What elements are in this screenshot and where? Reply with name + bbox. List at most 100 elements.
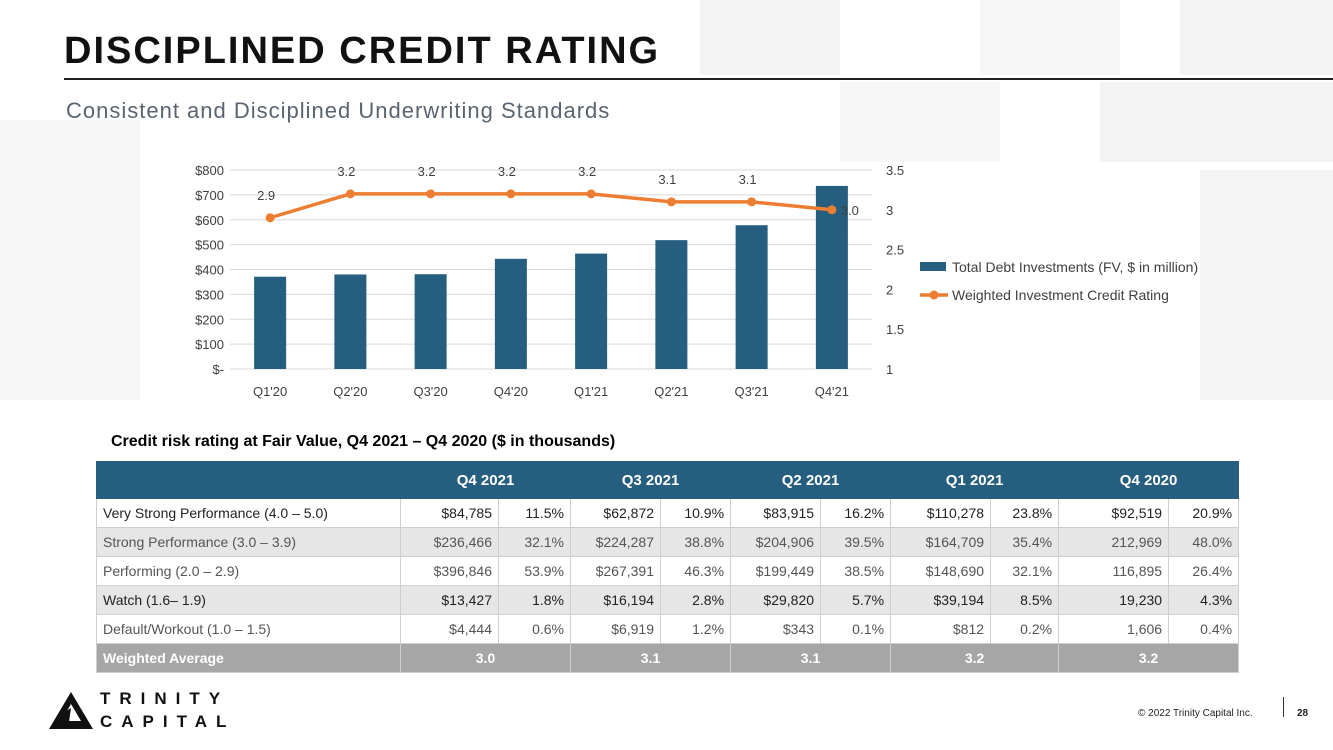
logo-text-line2: CAPITAL	[100, 712, 236, 731]
line-data-label: 2.9	[257, 188, 275, 203]
percent-cell: 26.4%	[1168, 556, 1240, 586]
line-point	[747, 197, 757, 207]
fair-value-cell: 212,969	[1058, 527, 1170, 557]
percent-cell: 1.8%	[497, 585, 572, 615]
line-data-label: 3.0	[841, 203, 859, 218]
fair-value-cell: $199,449	[730, 556, 822, 586]
percent-cell: 39.5%	[820, 527, 892, 557]
line-data-label: 3.2	[578, 164, 596, 179]
left-axis-tick-label: $500	[195, 238, 224, 253]
fair-value-cell: $13,427	[400, 585, 499, 615]
fair-value-cell: 116,895	[1058, 556, 1170, 586]
trinity-logo-icon	[49, 692, 93, 729]
weighted-average-cell: 3.0	[399, 643, 572, 673]
left-axis-tick-label: $600	[195, 213, 224, 228]
line-data-label: 3.2	[337, 164, 355, 179]
fair-value-cell: 19,230	[1058, 585, 1170, 615]
combo-chart: $- $100 $200 $300 $400 $500 $600 $700 $800 1 1.5 2…	[195, 163, 1198, 399]
footer-divider	[1283, 697, 1284, 717]
right-axis-ticks: 1 1.5 2 2.5 3 3.5	[886, 163, 904, 377]
percent-cell: 16.2%	[820, 498, 892, 528]
percent-cell: 1.2%	[660, 614, 732, 644]
bar	[254, 276, 287, 369]
bar	[334, 274, 367, 369]
line-point	[827, 205, 837, 215]
table-row: Performing (2.0 – 2.9) $396,846 53.9% $267,…	[96, 556, 1240, 586]
percent-cell: 35.4%	[990, 527, 1060, 557]
x-axis-tick-label: Q4'21	[815, 384, 849, 399]
bar-data-label: $380	[336, 316, 365, 331]
fair-value-cell: $236,466	[400, 527, 499, 557]
page-number: 28	[1297, 708, 1309, 719]
background-tile	[980, 0, 1120, 75]
percent-cell: 10.9%	[660, 498, 732, 528]
bar-data-label: $464	[577, 305, 607, 320]
header-quarter: Q3 2021	[570, 461, 732, 499]
percent-cell: 0.4%	[1168, 614, 1240, 644]
row-label: Default/Workout (1.0 – 1.5)	[96, 614, 401, 644]
credit-risk-table: Q4 2021 Q3 2021 Q2 2021 Q1 2021 Q4 2020 …	[96, 461, 1240, 673]
fair-value-cell: $204,906	[730, 527, 822, 557]
x-axis-tick-label: Q3'20	[413, 384, 447, 399]
row-label: Watch (1.6– 1.9)	[96, 585, 401, 615]
bar-data-label: $371	[256, 317, 285, 332]
logo-text-line1: TRINITY	[100, 689, 230, 708]
table-row: Watch (1.6– 1.9) $13,427 1.8% $16,194 2.8% $2…	[96, 585, 1240, 615]
percent-cell: 32.1%	[990, 556, 1060, 586]
fair-value-cell: $4,444	[400, 614, 499, 644]
fair-value-cell: $343	[730, 614, 822, 644]
line-point	[345, 189, 355, 199]
left-axis-tick-label: $300	[195, 287, 224, 302]
bar-series: $371 $380 $381 $443 $464 $518 $578 $736	[254, 185, 848, 369]
fair-value-cell: $148,690	[890, 556, 992, 586]
bar-data-label: $443	[496, 308, 525, 323]
x-axis-tick-label: Q3'21	[734, 384, 768, 399]
x-axis-tick-label: Q1'20	[253, 384, 287, 399]
line-data-label: 3.2	[418, 164, 436, 179]
percent-cell: 0.6%	[497, 614, 572, 644]
bar	[735, 225, 768, 369]
legend-label: Weighted Investment Credit Rating	[952, 287, 1169, 303]
fair-value-cell: $224,287	[570, 527, 662, 557]
bar	[655, 240, 688, 369]
fair-value-cell: $6,919	[570, 614, 662, 644]
legend-label: Total Debt Investments (FV, $ in million…	[952, 259, 1198, 275]
background-tile	[1200, 170, 1333, 400]
percent-cell: 2.8%	[660, 585, 732, 615]
fair-value-cell: $29,820	[730, 585, 822, 615]
percent-cell: 48.0%	[1168, 527, 1240, 557]
fair-value-cell: $110,278	[890, 498, 992, 528]
percent-cell: 23.8%	[990, 498, 1060, 528]
line-data-label: 3.1	[658, 172, 676, 187]
percent-cell: 0.2%	[990, 614, 1060, 644]
row-label: Performing (2.0 – 2.9)	[96, 556, 401, 586]
fair-value-cell: $164,709	[890, 527, 992, 557]
line-series: 2.9 3.2 3.2 3.2 3.2 3.1 3.1 3.0	[257, 164, 859, 223]
background-tile	[1100, 82, 1333, 162]
line-point	[506, 189, 516, 199]
left-axis-tick-label: $200	[195, 312, 224, 327]
x-axis-ticks: Q1'20 Q2'20 Q3'20 Q4'20 Q1'21 Q2'21 Q3'21 Q4'21	[253, 384, 849, 399]
percent-cell: 32.1%	[497, 527, 572, 557]
header-quarter: Q1 2021	[890, 461, 1060, 499]
line-point	[666, 197, 676, 207]
header-quarter: Q4 2021	[399, 461, 572, 499]
weighted-average-cell: 3.1	[730, 643, 892, 673]
left-axis-tick-label: $800	[195, 163, 224, 178]
right-axis-tick-label: 3.5	[886, 163, 904, 178]
page-title: DISCIPLINED CREDIT RATING	[64, 30, 661, 72]
header-quarter: Q2 2021	[730, 461, 892, 499]
fair-value-cell: $267,391	[570, 556, 662, 586]
legend-line-marker	[929, 290, 939, 300]
title-divider	[64, 78, 1333, 80]
fair-value-cell: $396,846	[400, 556, 499, 586]
right-axis-tick-label: 1	[886, 362, 893, 377]
table-row: Strong Performance (3.0 – 3.9) $236,466 32…	[96, 527, 1240, 557]
fair-value-cell: $39,194	[890, 585, 992, 615]
weighted-average-row: Weighted Average 3.0 3.1 3.1 3.2 3.2	[96, 643, 1240, 673]
right-axis-tick-label: 2	[886, 282, 893, 297]
weighted-average-cell: 3.2	[1058, 643, 1240, 673]
background-tile	[0, 120, 140, 400]
percent-cell: 38.8%	[660, 527, 732, 557]
percent-cell: 46.3%	[660, 556, 732, 586]
